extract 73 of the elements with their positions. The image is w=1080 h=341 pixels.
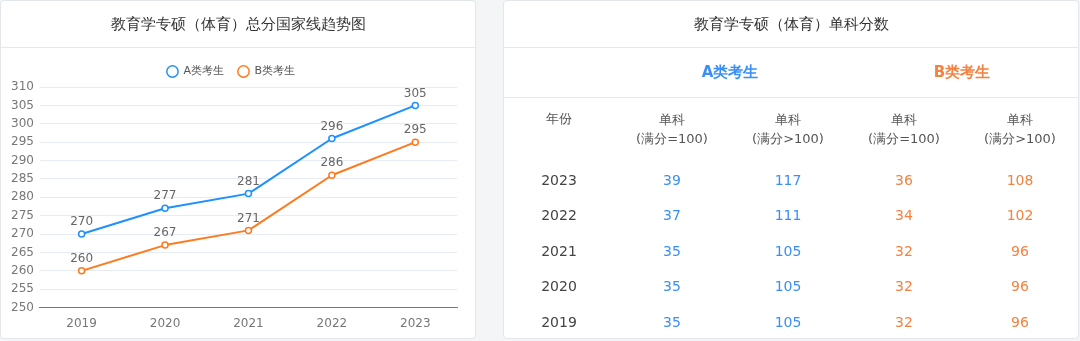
x-tick-label: 2023	[400, 315, 431, 330]
data-label: 96	[1010, 242, 1030, 259]
y-tick-label: 2020	[540, 278, 578, 295]
data-label: 102	[1005, 207, 1035, 224]
point	[244, 189, 253, 198]
data-label: 34	[894, 207, 914, 224]
data-label: 260	[70, 250, 94, 265]
point	[244, 226, 253, 235]
text: A类考生	[700, 63, 760, 82]
y-tick-label: 2021	[540, 242, 578, 259]
point	[161, 241, 169, 249]
y-tick-label: 290	[11, 152, 34, 167]
x-tick-label: 单科(满分=100)	[635, 111, 709, 148]
x-tick-label: 单科(满分=100)	[867, 111, 941, 148]
data-label: 105	[773, 242, 803, 259]
y-tick-label: 310	[11, 79, 34, 94]
point	[77, 230, 86, 238]
data-label: 96	[1010, 278, 1030, 295]
y-tick-label: 300	[11, 115, 34, 130]
data-label: 286	[320, 155, 344, 170]
x-tick-label: 2022	[316, 315, 348, 330]
legend-label: A类考生	[183, 64, 224, 78]
data-label: 35	[662, 313, 682, 330]
data-label: 32	[894, 242, 914, 259]
y-tick-label: 270	[11, 226, 34, 241]
chart-title: 教育学专硕（体育）单科分数	[504, 1, 1078, 48]
y-tick-label: 280	[11, 189, 34, 204]
data-label: 117	[773, 171, 803, 188]
point	[77, 267, 86, 275]
point	[411, 138, 420, 146]
x-tick-label: 单科(满分>100)	[751, 111, 825, 148]
point	[411, 101, 420, 110]
data-label: 108	[1005, 171, 1035, 188]
y-tick-label: 265	[11, 244, 34, 259]
y-tick-label: 285	[11, 171, 34, 186]
chart-title: 教育学专硕（体育）总分国家线趋势图	[1, 1, 475, 48]
legend-label: B类考生	[254, 64, 296, 78]
x-tick-label: 2020	[149, 315, 181, 330]
data-label: 37	[662, 207, 682, 224]
data-label: 36	[894, 171, 914, 188]
data-label: 271	[237, 210, 260, 225]
data-label: 267	[153, 225, 177, 240]
y-tick-label: 250	[11, 299, 34, 314]
data-label: 96	[1010, 313, 1030, 330]
data-label: 105	[773, 313, 803, 330]
y-tick-label: 2023	[540, 171, 578, 188]
data-label: 35	[662, 242, 682, 259]
point	[328, 134, 336, 143]
data-label: 277	[153, 188, 177, 203]
data-label: 32	[894, 278, 914, 295]
x-tick-label: 2019	[66, 315, 97, 330]
data-label: 39	[662, 171, 682, 188]
data-label: 35	[662, 278, 682, 295]
data-label: 296	[320, 118, 344, 133]
data-label: 270	[70, 214, 94, 229]
y-tick-label: 295	[11, 134, 34, 149]
text: 年份	[545, 110, 573, 128]
x-tick-label: 单科(满分>100)	[983, 111, 1057, 148]
point	[328, 171, 336, 179]
y-tick-label: 305	[11, 97, 34, 112]
y-tick-label: 275	[11, 207, 34, 222]
y-tick-label: 255	[11, 281, 34, 296]
data-label: 305	[403, 85, 427, 100]
data-label: 111	[773, 207, 803, 224]
text: B类考生	[932, 63, 992, 82]
data-label: 281	[237, 173, 260, 188]
y-tick-label: 2022	[540, 207, 578, 224]
data-label: 105	[773, 278, 803, 295]
point	[161, 204, 169, 213]
data-label: 32	[894, 313, 914, 330]
data-label: 295	[403, 122, 427, 137]
x-tick-label: 2021	[233, 315, 264, 330]
y-tick-label: 260	[11, 262, 34, 277]
